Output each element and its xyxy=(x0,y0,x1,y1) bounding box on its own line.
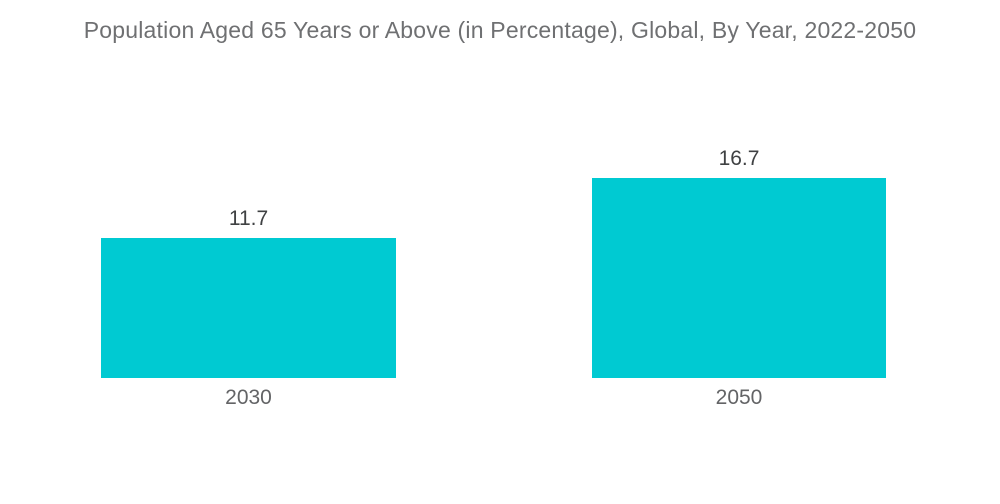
value-label-2050: 16.7 xyxy=(718,147,760,170)
value-label-2030: 11.7 xyxy=(228,207,269,230)
axis-label-2050: 2050 xyxy=(715,386,763,409)
bar-2030 xyxy=(101,238,396,378)
bar-2050 xyxy=(592,178,886,378)
bar-group-2030: 11.7 2030 xyxy=(101,207,396,408)
axis-label-2030: 2030 xyxy=(225,386,272,409)
bar-group-2050: 16.7 2050 xyxy=(592,147,886,408)
chart-title: Population Aged 65 Years or Above (in Pe… xyxy=(83,17,917,43)
